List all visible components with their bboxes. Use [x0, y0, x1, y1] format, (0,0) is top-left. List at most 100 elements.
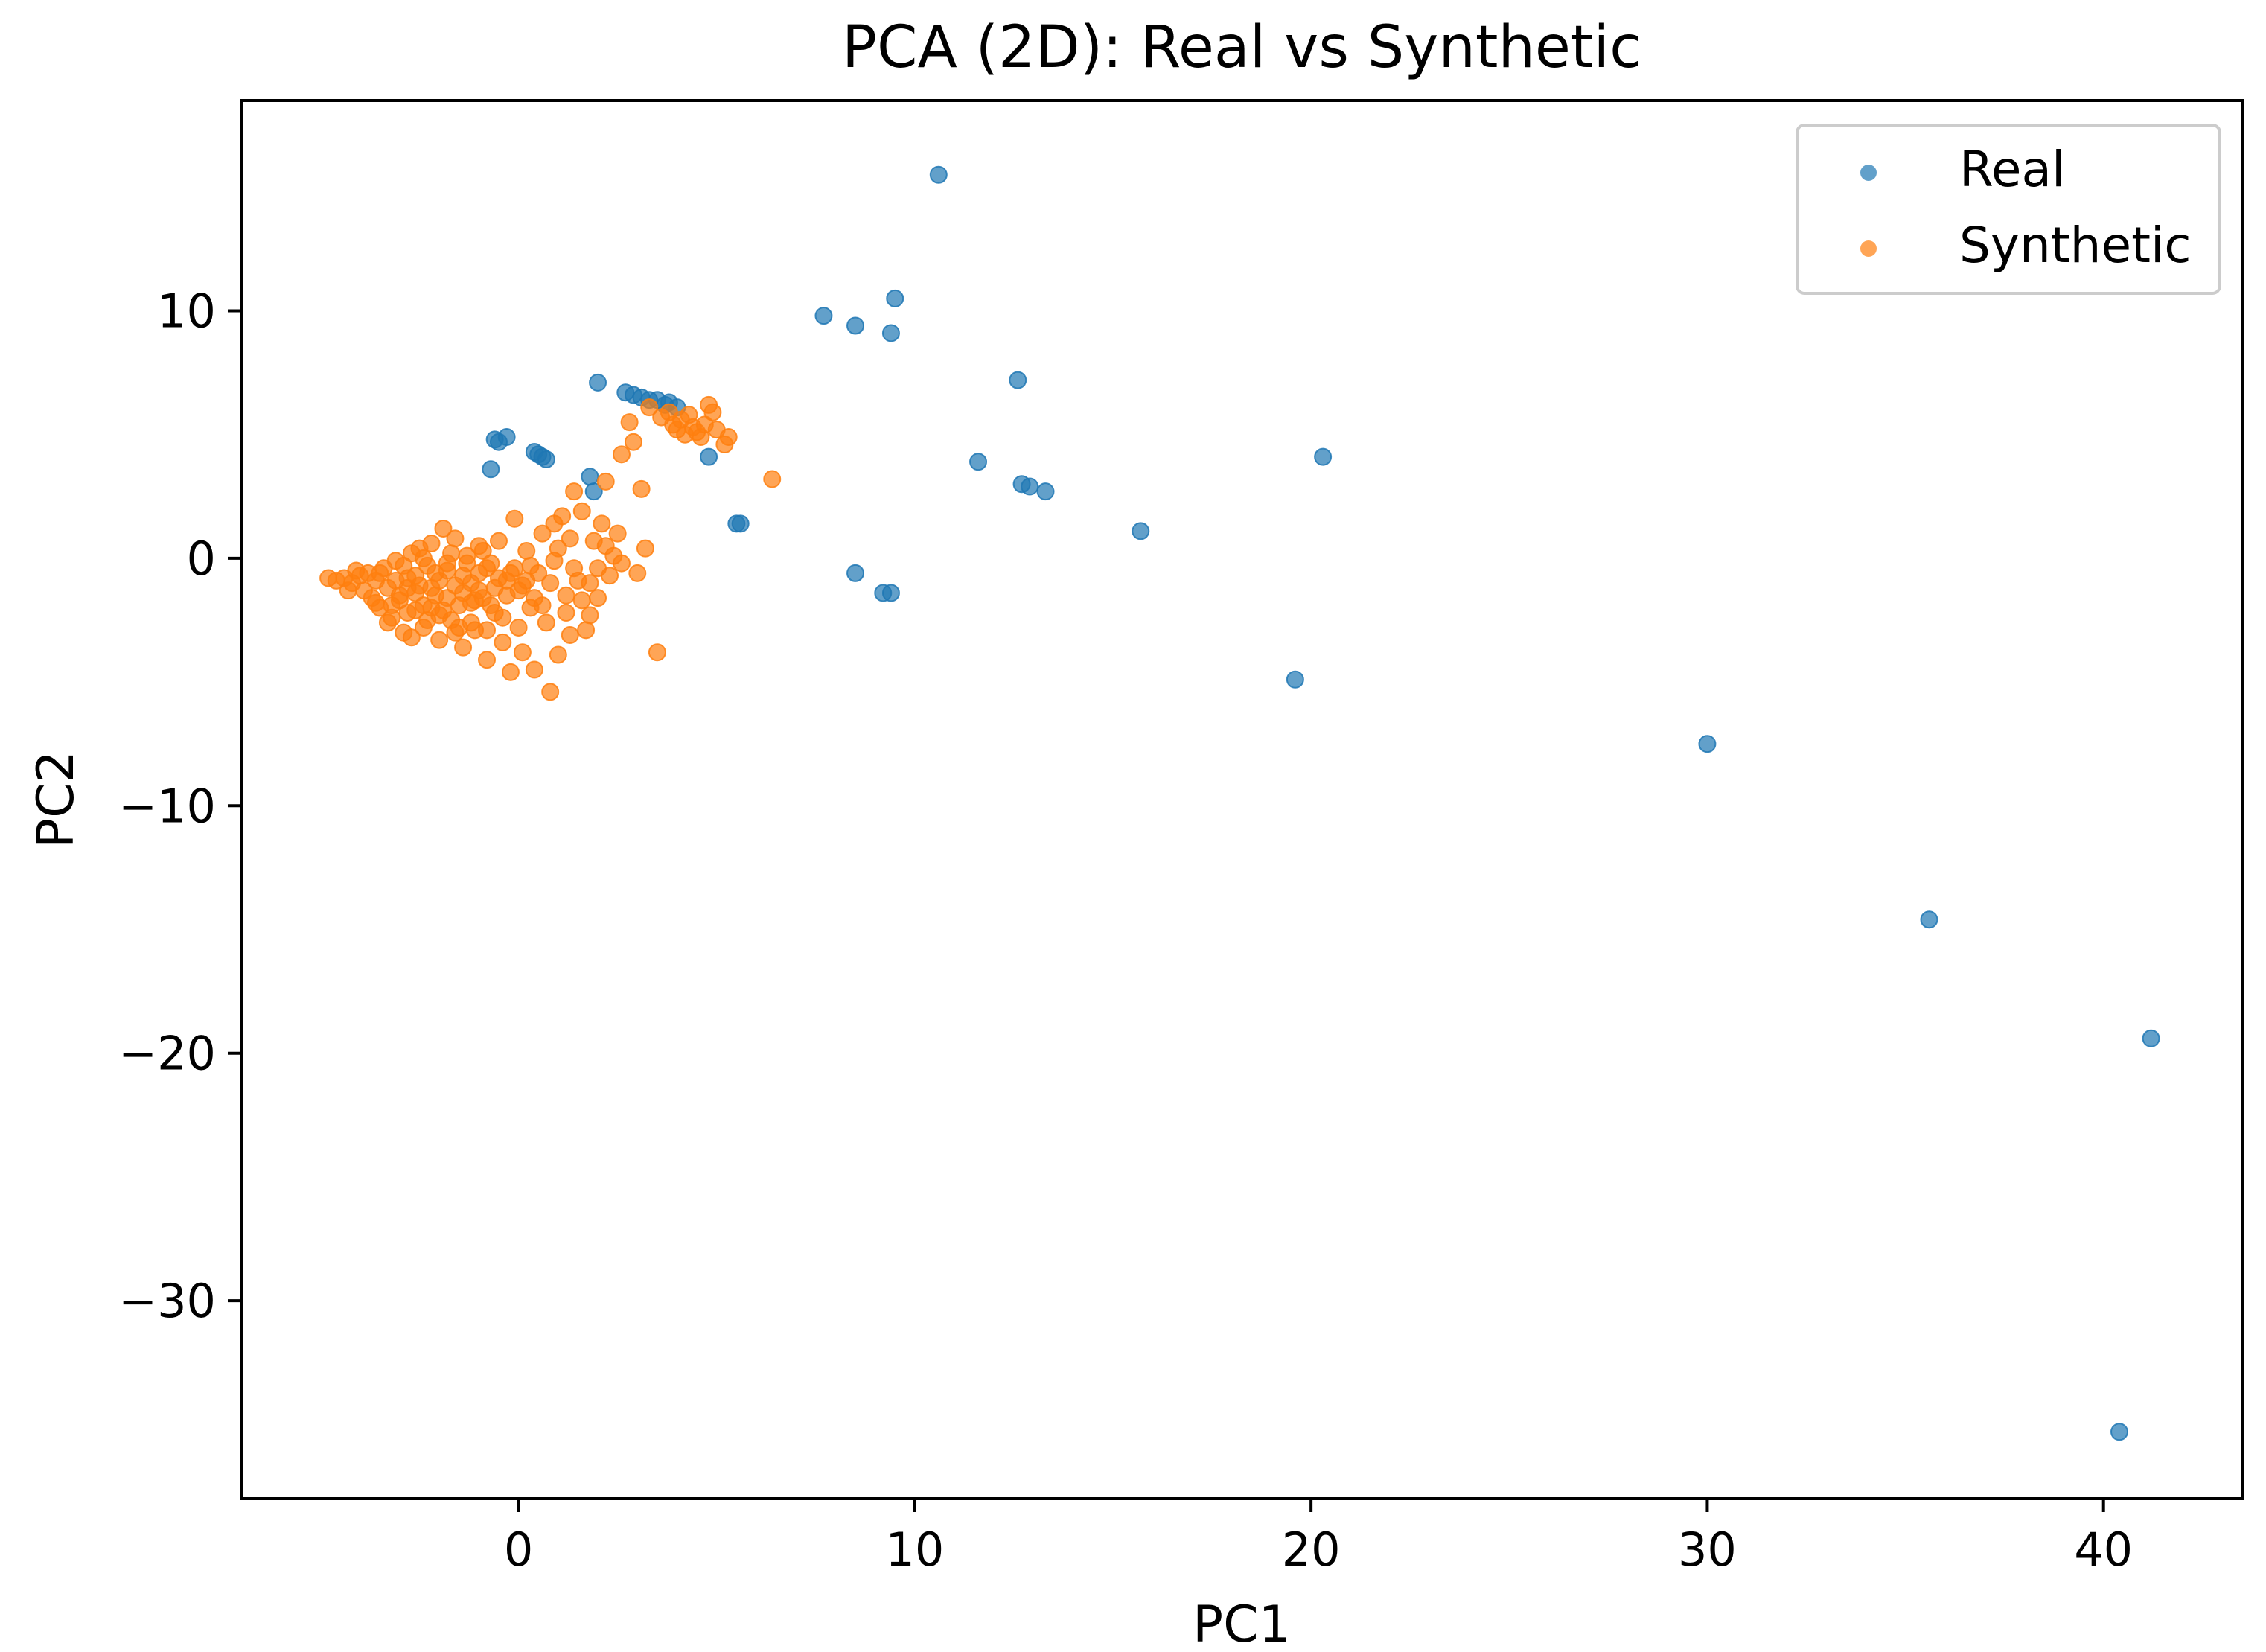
data-point-synthetic [470, 564, 488, 582]
data-point-synthetic [577, 621, 596, 640]
chart-title: PCA (2D): Real vs Synthetic [842, 14, 1641, 81]
data-point-synthetic [596, 472, 615, 491]
data-point-synthetic [398, 578, 417, 597]
data-point-synthetic [501, 564, 520, 582]
data-point-synthetic [549, 645, 567, 664]
data-point-synthetic [572, 591, 591, 610]
y-tick-label: 0 [187, 532, 216, 586]
data-point-synthetic [541, 683, 560, 701]
data-point-synthetic [593, 514, 611, 533]
data-point-synthetic [446, 623, 465, 642]
data-point-synthetic [454, 638, 473, 657]
data-point-synthetic [557, 586, 575, 605]
x-axis-label: PC1 [1193, 1595, 1291, 1652]
data-point-real [482, 460, 500, 479]
series-synthetic [319, 395, 782, 701]
data-point-synthetic [347, 561, 366, 580]
data-point-synthetic [454, 584, 473, 602]
data-point-synthetic [473, 541, 492, 560]
data-point-synthetic [533, 524, 552, 543]
data-point-synthetic [596, 537, 615, 555]
data-point-real [881, 584, 900, 602]
data-point-synthetic [462, 613, 480, 632]
data-point-real [846, 564, 865, 582]
data-point-real [1286, 670, 1304, 689]
data-point-synthetic [478, 651, 497, 669]
data-point-synthetic [378, 613, 397, 632]
data-point-real [1009, 371, 1027, 389]
data-point-synthetic [505, 509, 524, 528]
data-point-synthetic [458, 554, 476, 573]
legend: Real Synthetic [1796, 124, 2221, 295]
data-point-synthetic [589, 589, 607, 607]
data-point-synthetic [426, 564, 444, 582]
data-point-real [584, 482, 603, 501]
data-point-synthetic [485, 578, 504, 597]
data-point-real [929, 165, 948, 184]
data-point-synthetic [640, 398, 659, 417]
data-point-synthetic [703, 403, 722, 421]
x-tick-label: 40 [2074, 1522, 2133, 1577]
data-point-synthetic [422, 599, 441, 617]
legend-label-real: Real [1959, 141, 2065, 198]
data-point-real [1920, 910, 1938, 929]
data-point-synthetic [612, 445, 631, 464]
legend-marker-real [1860, 165, 1877, 181]
data-point-synthetic [648, 643, 666, 662]
data-point-synthetic [565, 482, 584, 501]
data-point-synthetic [561, 625, 579, 644]
legend-marker-synthetic [1860, 240, 1877, 257]
x-axis-ticks: 0 10 20 30 40 [504, 1499, 2133, 1577]
data-point-synthetic [533, 596, 552, 615]
plot-area-frame [240, 99, 2244, 1500]
data-point-real [2142, 1029, 2160, 1047]
data-point-real [886, 289, 904, 307]
data-point-synthetic [636, 539, 654, 558]
x-tick-label: 10 [885, 1522, 944, 1577]
data-point-synthetic [406, 567, 425, 585]
legend-label-synthetic: Synthetic [1959, 217, 2192, 274]
data-point-synthetic [383, 596, 401, 615]
data-point-real [969, 453, 988, 471]
data-point-synthetic [541, 574, 560, 593]
data-point-synthetic [620, 413, 639, 432]
points-layer [319, 165, 2160, 1441]
y-axis-label: PC2 [27, 750, 86, 849]
y-tick-label: −30 [118, 1274, 216, 1328]
data-point-synthetic [572, 502, 591, 520]
data-point-synthetic [395, 556, 413, 575]
data-point-synthetic [430, 631, 449, 649]
data-point-synthetic [446, 529, 465, 548]
x-tick-label: 0 [504, 1522, 533, 1577]
data-point-synthetic [478, 621, 497, 640]
data-point-real [1698, 735, 1717, 753]
x-tick-label: 20 [1282, 1522, 1341, 1577]
data-point-real [537, 450, 555, 468]
data-point-synthetic [494, 633, 512, 651]
data-point-synthetic [537, 613, 555, 632]
data-point-synthetic [581, 606, 599, 625]
data-point-real [1021, 477, 1039, 496]
data-point-synthetic [434, 520, 453, 538]
data-point-synthetic [545, 514, 564, 533]
data-point-synthetic [438, 554, 456, 573]
data-point-synthetic [517, 541, 536, 560]
data-point-synthetic [557, 604, 575, 622]
data-point-real [700, 447, 718, 466]
data-point-synthetic [763, 470, 782, 488]
data-point-synthetic [521, 556, 540, 575]
y-tick-label: −10 [118, 779, 216, 833]
y-axis-ticks: 10 0 −10 −20 −30 [118, 284, 241, 1328]
data-point-synthetic [366, 593, 385, 612]
data-point-synthetic [489, 532, 508, 550]
data-point-synthetic [482, 596, 500, 615]
data-point-synthetic [371, 564, 389, 582]
data-point-synthetic [608, 524, 627, 543]
data-point-real [814, 307, 833, 325]
data-point-synthetic [494, 608, 512, 627]
data-point-synthetic [628, 564, 647, 582]
data-point-real [581, 468, 599, 486]
data-point-synthetic [501, 663, 520, 681]
